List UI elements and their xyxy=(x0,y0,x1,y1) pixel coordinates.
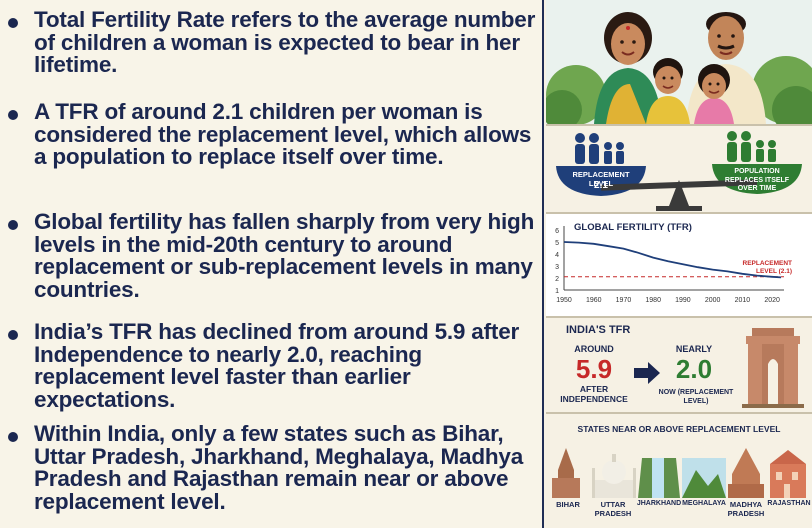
y-tick-label: 6 xyxy=(555,228,559,235)
y-tick-label: 3 xyxy=(555,264,559,271)
bullet-item-1: Total Fertility Rate refers to the avera… xyxy=(8,7,538,77)
x-tick-label: 1980 xyxy=(645,297,661,304)
bullet-dot xyxy=(8,220,18,230)
balance-scale-icon xyxy=(556,131,802,211)
state-label-meghalaya: MEGHALAYA xyxy=(682,500,726,507)
bullet-item-5: Within India, only a few states such as … xyxy=(8,421,538,514)
bihar-temple-icon xyxy=(552,448,580,498)
bullet-dot xyxy=(8,110,18,120)
now-replacement-label: NOW (REPLACEMENT LEVEL) xyxy=(658,389,734,405)
state-label-mp: MADHYA PRADESH xyxy=(727,500,765,518)
taj-mahal-icon xyxy=(592,454,636,498)
states-landmarks xyxy=(552,448,806,498)
bullet-item-4: India’s TFR has declined from around 5.9… xyxy=(8,319,538,412)
after-independence-label: AFTER INDEPENDENCE xyxy=(560,384,628,404)
population-replaces-label: POPULATION REPLACES ITSELF OVER TIME xyxy=(724,168,790,192)
y-tick-label: 2 xyxy=(555,276,559,283)
india-gate-icon xyxy=(742,328,804,408)
india-tfr-title: INDIA'S TFR xyxy=(566,324,631,336)
y-tick-label: 5 xyxy=(555,240,559,247)
x-tick-label: 1990 xyxy=(675,297,691,304)
replacement-scale-panel: REPLACEMENT LEVEL 2.1 POPULATION REPLACE… xyxy=(546,126,812,214)
india-tfr-panel: INDIA'S TFR AROUND 5.9 AFTER INDEPENDENC… xyxy=(546,318,812,414)
to-value: 2.0 xyxy=(675,354,713,384)
chart-title: GLOBAL FERTILITY (TFR) xyxy=(574,222,692,233)
global-fertility-chart: 1 2 3 4 5 6 1950 1960 1970 1980 1990 2000 2010 2020 RE… xyxy=(555,226,793,304)
family-illustration xyxy=(542,0,812,134)
infographic-column: REPLACEMENT LEVEL 2.1 POPULATION REPLACE… xyxy=(542,0,812,528)
bullet-text: A TFR of around 2.1 children per woman i… xyxy=(34,99,532,169)
states-title: STATES NEAR OR ABOVE REPLACEMENT LEVEL xyxy=(577,424,781,434)
nearly-label: NEARLY xyxy=(675,344,713,354)
replacement-level-label: REPLACEMENT LEVEL xyxy=(572,170,630,188)
replacement-level-value: 2.1 xyxy=(594,180,608,191)
bullet-list: Total Fertility Rate refers to the avera… xyxy=(8,0,544,528)
global-fertility-chart-panel: GLOBAL FERTILITY (TFR) 1 2 3 4 5 6 1950 1960 197… xyxy=(546,214,812,318)
bullet-dot xyxy=(8,330,18,340)
bullet-text: India’s TFR has declined from around 5.9… xyxy=(34,319,520,412)
bullet-item-3: Global fertility has fallen sharply from… xyxy=(8,209,538,302)
global-tfr-line xyxy=(563,241,782,279)
bullet-text: Within India, only a few states such as … xyxy=(34,421,524,514)
around-label: AROUND xyxy=(574,344,614,354)
y-tick-label: 1 xyxy=(555,288,559,295)
bullet-text: Global fertility has fallen sharply from… xyxy=(34,209,535,302)
x-tick-label: 2020 xyxy=(764,297,780,304)
hawa-mahal-icon xyxy=(770,450,806,498)
replacement-line-label: REPLACEMENT xyxy=(743,260,793,267)
x-tick-label: 2000 xyxy=(705,297,721,304)
x-tick-label: 1960 xyxy=(586,297,602,304)
family-illustration-panel xyxy=(542,0,812,134)
bullet-item-2: A TFR of around 2.1 children per woman i… xyxy=(8,99,538,169)
bullet-dot xyxy=(8,18,18,28)
y-tick-label: 4 xyxy=(555,252,559,259)
khajuraho-temple-icon xyxy=(728,448,764,498)
bullet-text: Total Fertility Rate refers to the avera… xyxy=(34,7,536,77)
x-tick-label: 1970 xyxy=(616,297,632,304)
from-value: 5.9 xyxy=(575,354,613,384)
x-tick-label: 2010 xyxy=(735,297,751,304)
waterfall-icon xyxy=(638,458,680,498)
bullet-dot xyxy=(8,432,18,442)
state-label-rajasthan: RAJASTHAN xyxy=(767,500,811,507)
state-label-jharkhand: JHARKHAND xyxy=(636,500,682,507)
replacement-line-label: LEVEL (2.1) xyxy=(756,268,792,275)
states-panel: STATES NEAR OR ABOVE REPLACEMENT LEVEL xyxy=(546,414,812,528)
state-label-bihar: BIHAR xyxy=(556,500,580,509)
hills-icon xyxy=(682,458,726,498)
state-label-up: UTTAR PRADESH xyxy=(594,500,632,518)
x-tick-label: 1950 xyxy=(556,297,572,304)
